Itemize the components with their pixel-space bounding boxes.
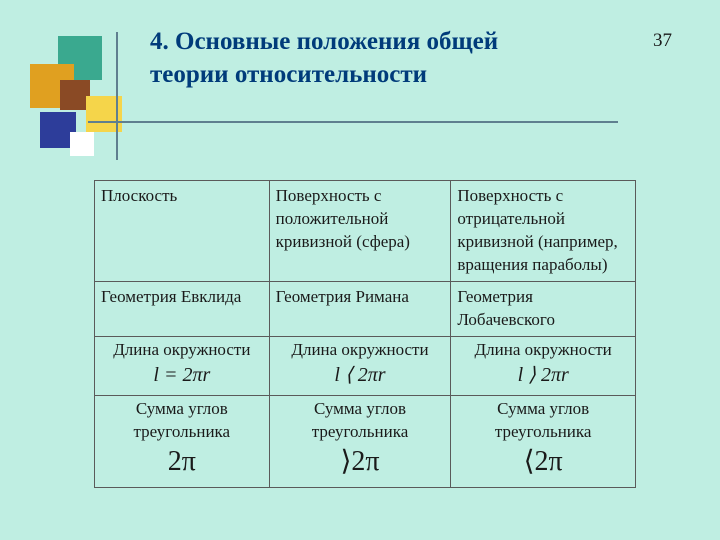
cell-surface-flat: Плоскость (95, 181, 270, 282)
cell-anglesum-negative: Сумма углов треугольника ⟨2π (451, 395, 636, 488)
cell-label: Длина окружности (457, 339, 629, 362)
table-row: Геометрия Евклида Геометрия Римана Геоме… (95, 281, 636, 336)
formula: ⟩2π (276, 443, 445, 481)
cell-anglesum-positive: Сумма углов треугольника ⟩2π (269, 395, 451, 488)
cell-geom-euclid: Геометрия Евклида (95, 281, 270, 336)
geometry-table: Плоскость Поверхность с положительной кр… (94, 180, 636, 488)
decor-squares (30, 36, 120, 156)
cell-surface-positive: Поверхность с положительной кривизной (с… (269, 181, 451, 282)
cell-geom-riemann: Геометрия Римана (269, 281, 451, 336)
slide: 37 4. Основные положения общей теории от… (0, 0, 720, 540)
formula: l ⟨ 2πr (276, 362, 445, 389)
cell-anglesum-flat: Сумма углов треугольника 2π (95, 395, 270, 488)
cell-label: Длина окружности (276, 339, 445, 362)
formula: l ⟩ 2πr (457, 362, 629, 389)
formula: l = 2πr (101, 362, 263, 389)
cell-label: Сумма углов треугольника (457, 398, 629, 444)
slide-title: 4. Основные положения общей теории относ… (150, 26, 580, 91)
cell-label: Длина окружности (101, 339, 263, 362)
decor-line-horizontal (88, 121, 618, 123)
decor-square (70, 132, 94, 156)
cell-circumference-positive: Длина окружности l ⟨ 2πr (269, 336, 451, 395)
cell-label: Сумма углов треугольника (101, 398, 263, 444)
table-row: Плоскость Поверхность с положительной кр… (95, 181, 636, 282)
page-number: 37 (653, 30, 672, 52)
decor-line-vertical (116, 32, 118, 160)
formula: 2π (101, 443, 263, 481)
table-row: Сумма углов треугольника 2π Сумма углов … (95, 395, 636, 488)
cell-circumference-negative: Длина окружности l ⟩ 2πr (451, 336, 636, 395)
table-row: Длина окружности l = 2πr Длина окружност… (95, 336, 636, 395)
cell-geom-lobachevsky: Геометрия Лобачевского (451, 281, 636, 336)
cell-label: Сумма углов треугольника (276, 398, 445, 444)
cell-surface-negative: Поверхность с отрицательной кривизной (н… (451, 181, 636, 282)
formula: ⟨2π (457, 443, 629, 481)
cell-circumference-flat: Длина окружности l = 2πr (95, 336, 270, 395)
